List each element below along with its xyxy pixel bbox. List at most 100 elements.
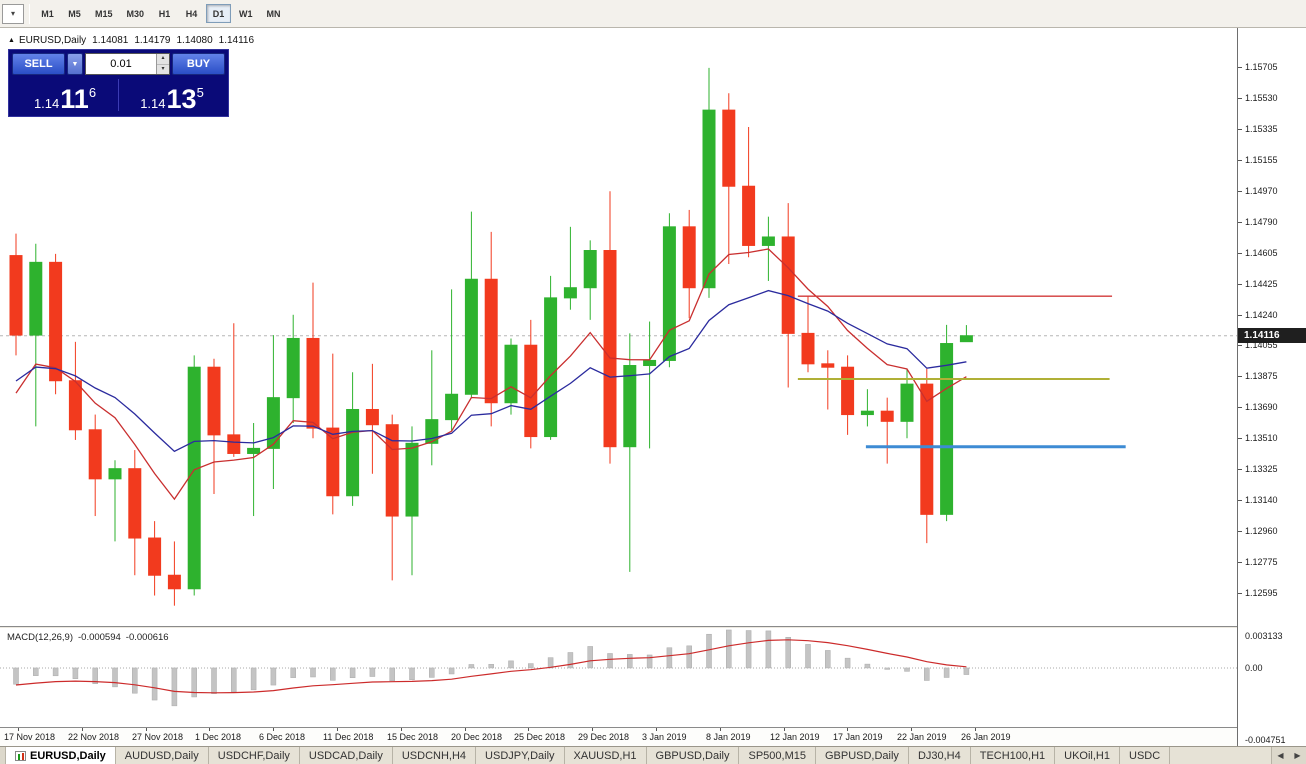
macd-histogram-bar bbox=[33, 667, 39, 676]
price-axis-label: 1.14790 bbox=[1245, 217, 1278, 227]
macd-histogram-bar bbox=[330, 667, 336, 681]
candle-body bbox=[722, 109, 736, 187]
toolbar-dropdown[interactable]: ▾ bbox=[2, 3, 24, 24]
volume-decrease-button[interactable]: ▾ bbox=[157, 64, 169, 74]
chart-tab-gbpusd-daily[interactable]: GBPUSD,Daily bbox=[816, 747, 909, 764]
candle-body bbox=[781, 236, 795, 334]
price-axis-label: 1.13140 bbox=[1245, 495, 1278, 505]
macd-histogram-bar bbox=[72, 667, 79, 679]
macd-histogram-bar bbox=[567, 652, 574, 669]
date-axis[interactable]: 17 Nov 2018 22 Nov 2018 27 Nov 2018 1 Dec 2… bbox=[0, 727, 1237, 746]
macd-indicator-plot[interactable] bbox=[0, 629, 1237, 727]
candle-body bbox=[682, 226, 696, 289]
chart-tab-bar: EURUSD,Daily AUDUSD,Daily USDCHF,Daily USDC… bbox=[0, 746, 1306, 764]
volume-field[interactable]: 0.01 ▴ ▾ bbox=[85, 53, 170, 75]
candle-body bbox=[801, 332, 815, 365]
timeframe-button-w1[interactable]: W1 bbox=[239, 9, 253, 19]
price-axis-label: 1.12595 bbox=[1245, 588, 1278, 598]
candle-body bbox=[88, 429, 102, 480]
price-axis-label: 1.13510 bbox=[1245, 433, 1278, 443]
tab-strip: EURUSD,Daily AUDUSD,Daily USDCHF,Daily USDC… bbox=[6, 747, 1271, 764]
candle-body bbox=[583, 250, 597, 289]
chevron-down-icon: ▾ bbox=[10, 9, 15, 18]
candle-body bbox=[405, 442, 419, 517]
macd-histogram-bar bbox=[963, 667, 970, 675]
candle-body bbox=[524, 344, 538, 438]
chart-tab-sp500-m15[interactable]: SP500,M15 bbox=[739, 747, 816, 764]
macd-histogram-bar bbox=[666, 647, 673, 669]
price-axis-tick bbox=[1238, 438, 1242, 439]
tab-scroll-arrows: ◀ ▶ bbox=[1271, 747, 1306, 764]
candle-body bbox=[900, 383, 914, 422]
timeframe-button-m30[interactable]: M30 bbox=[126, 9, 145, 19]
date-axis-tick bbox=[401, 728, 402, 731]
timeframe-button-mn[interactable]: MN bbox=[266, 9, 281, 19]
timeframe-button-h4[interactable]: H4 bbox=[185, 9, 198, 19]
timeframe-buttons: M1 M5 M15 M30 H1 H4 D1 W1 MN bbox=[34, 4, 288, 23]
chart-icon bbox=[15, 750, 26, 761]
price-axis-tick bbox=[1238, 562, 1242, 563]
date-axis-tick bbox=[18, 728, 19, 731]
price-axis[interactable]: 1.14116 1.15705 1.15530 1.15335 1.15155 1.14… bbox=[1237, 28, 1306, 746]
candle-body bbox=[643, 359, 657, 367]
candle-body bbox=[702, 109, 716, 289]
candle-body bbox=[346, 408, 360, 497]
chart-tab-usdcnh-h4[interactable]: USDCNH,H4 bbox=[393, 747, 477, 764]
one-click-trading-panel: SELL ▼ 0.01 ▴ ▾ BUY 1.14 11 6 bbox=[8, 49, 229, 117]
buy-price-pips: 13 bbox=[166, 84, 197, 114]
chart-tab-dj30-h4[interactable]: DJ30,H4 bbox=[909, 747, 971, 764]
macd-histogram-bar bbox=[904, 667, 910, 672]
candle-body bbox=[227, 434, 241, 454]
timeframe-button-h1[interactable]: H1 bbox=[158, 9, 171, 19]
chart-tab-usdjpy-daily[interactable]: USDJPY,Daily bbox=[476, 747, 565, 764]
volume-value[interactable]: 0.01 bbox=[110, 58, 132, 70]
candle-body bbox=[623, 365, 637, 448]
date-axis-label: 29 Dec 2018 bbox=[578, 732, 630, 742]
timeframe-button-d1[interactable]: D1 bbox=[206, 4, 232, 23]
ma-fast-line bbox=[15, 248, 967, 501]
date-axis-label: 17 Jan 2019 bbox=[833, 732, 883, 742]
chart-tab-audusd-daily[interactable]: AUDUSD,Daily bbox=[116, 747, 209, 764]
chart-tab-eurusd-daily[interactable]: EURUSD,Daily bbox=[6, 747, 116, 764]
sell-price[interactable]: 1.14 11 6 bbox=[12, 77, 118, 113]
timeframe-button-m15[interactable]: M15 bbox=[95, 9, 113, 19]
buy-price-point: 5 bbox=[196, 85, 204, 100]
pane-separator[interactable] bbox=[0, 626, 1237, 629]
buy-price[interactable]: 1.14 13 5 bbox=[119, 77, 225, 113]
candle-body bbox=[841, 366, 855, 416]
macd-histogram-bar bbox=[112, 667, 118, 688]
chart-tab-xauusd-h1[interactable]: XAUUSD,H1 bbox=[565, 747, 647, 764]
chart-tab-ukoil-h1[interactable]: UKOil,H1 bbox=[1055, 747, 1120, 764]
candle-body bbox=[108, 468, 122, 480]
candle-body bbox=[148, 537, 162, 576]
chart-title: ▲ EURUSD,Daily 1.14081 1.14179 1.14080 1.1411… bbox=[8, 35, 254, 46]
buy-button[interactable]: BUY bbox=[172, 53, 225, 75]
tab-scroll-right-icon[interactable]: ▶ bbox=[1294, 751, 1301, 760]
volume-dropdown[interactable]: ▼ bbox=[67, 53, 83, 75]
timeframe-toolbar: ▾ M1 M5 M15 M30 H1 H4 D1 W1 MN bbox=[0, 0, 1306, 28]
volume-increase-button[interactable]: ▴ bbox=[157, 54, 169, 65]
tab-scroll-left-icon[interactable]: ◀ bbox=[1277, 751, 1284, 760]
date-axis-label: 8 Jan 2019 bbox=[706, 732, 751, 742]
date-axis-label: 26 Jan 2019 bbox=[961, 732, 1011, 742]
timeframe-button-m1[interactable]: M1 bbox=[41, 9, 54, 19]
price-axis-label: 1.14425 bbox=[1245, 279, 1278, 289]
macd-histogram-bar bbox=[488, 664, 494, 669]
macd-histogram-bar bbox=[468, 664, 475, 669]
chart-tab-usdcad-daily[interactable]: USDCAD,Daily bbox=[300, 747, 393, 764]
candle-body bbox=[266, 397, 280, 449]
macd-histogram-bar bbox=[627, 654, 633, 669]
date-axis-tick bbox=[975, 728, 976, 731]
macd-histogram-bar bbox=[726, 629, 732, 669]
price-axis-tick bbox=[1238, 593, 1242, 594]
chart-tab-usdc[interactable]: USDC bbox=[1120, 747, 1171, 764]
chart-tab-usdchf-daily[interactable]: USDCHF,Daily bbox=[209, 747, 300, 764]
timeframe-button-m5[interactable]: M5 bbox=[68, 9, 81, 19]
buy-price-base: 1.14 bbox=[140, 96, 166, 111]
chart-tab-tech100-h1[interactable]: TECH100,H1 bbox=[971, 747, 1056, 764]
chart-tab-gbpusd-daily[interactable]: GBPUSD,Daily bbox=[647, 747, 740, 764]
price-axis-label: 1.13690 bbox=[1245, 402, 1278, 412]
price-chart-plot[interactable] bbox=[0, 28, 1237, 627]
sell-button[interactable]: SELL bbox=[12, 53, 65, 75]
macd-histogram-bar bbox=[151, 667, 158, 701]
